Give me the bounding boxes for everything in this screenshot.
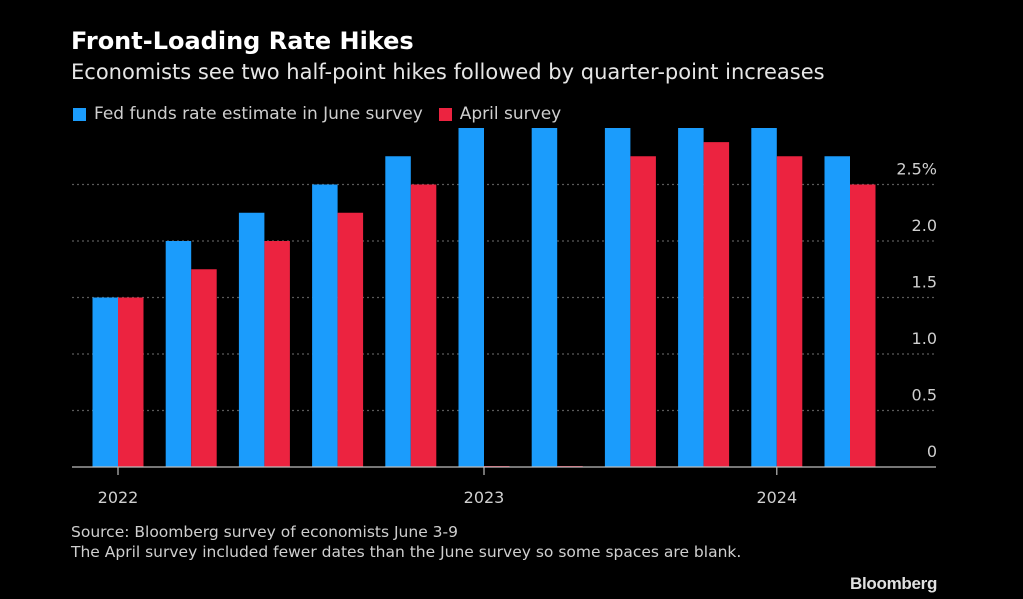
chart-title: Front-Loading Rate Hikes [71, 27, 414, 55]
bar-june [385, 156, 411, 467]
y-tick-label: 0 [927, 442, 937, 461]
bar-april [118, 297, 144, 467]
bar-june [238, 212, 265, 467]
y-tick-label: 1.5 [912, 273, 937, 292]
y-tick-label: 2.0 [912, 216, 937, 235]
legend: Fed funds rate estimate in June survey A… [73, 104, 577, 124]
x-tick-label: 2022 [98, 488, 139, 507]
x-tick-label: 2024 [756, 488, 797, 507]
y-tick-label: 2.5% [896, 160, 937, 179]
bar-april [264, 241, 290, 467]
source-note: Source: Bloomberg survey of economists J… [71, 523, 458, 541]
bar-june [751, 128, 777, 467]
bar-june [824, 156, 850, 467]
legend-swatch-june [73, 107, 86, 121]
bar-april [337, 212, 364, 467]
bar-june [312, 184, 338, 467]
legend-label-june: Fed funds rate estimate in June survey [94, 104, 423, 124]
footer: Source: Bloomberg survey of economists J… [71, 522, 791, 562]
bar-april [703, 142, 730, 467]
bar-april [850, 184, 876, 467]
chart-subtitle: Economists see two half-point hikes foll… [71, 60, 825, 84]
bar-june [92, 297, 118, 467]
bar-april [776, 156, 803, 467]
footnote: The April survey included fewer dates th… [71, 543, 742, 561]
bar-june [458, 128, 484, 467]
bar-april [410, 184, 437, 467]
bar-april [630, 156, 656, 467]
bloomberg-logo: Bloomberg [850, 574, 938, 593]
bar-june [531, 128, 558, 467]
y-tick-label: 1.0 [912, 329, 937, 348]
bar-june [165, 241, 192, 467]
legend-swatch-april [438, 107, 452, 121]
bar-june [604, 128, 631, 467]
x-tick-label: 2023 [464, 488, 505, 507]
legend-item-june: Fed funds rate estimate in June survey [73, 104, 423, 124]
y-tick-label: 0.5 [912, 386, 937, 405]
bar-april [191, 269, 217, 467]
legend-item-april: April survey [438, 104, 562, 124]
bar-june [678, 128, 704, 467]
legend-label-april: April survey [459, 104, 562, 124]
